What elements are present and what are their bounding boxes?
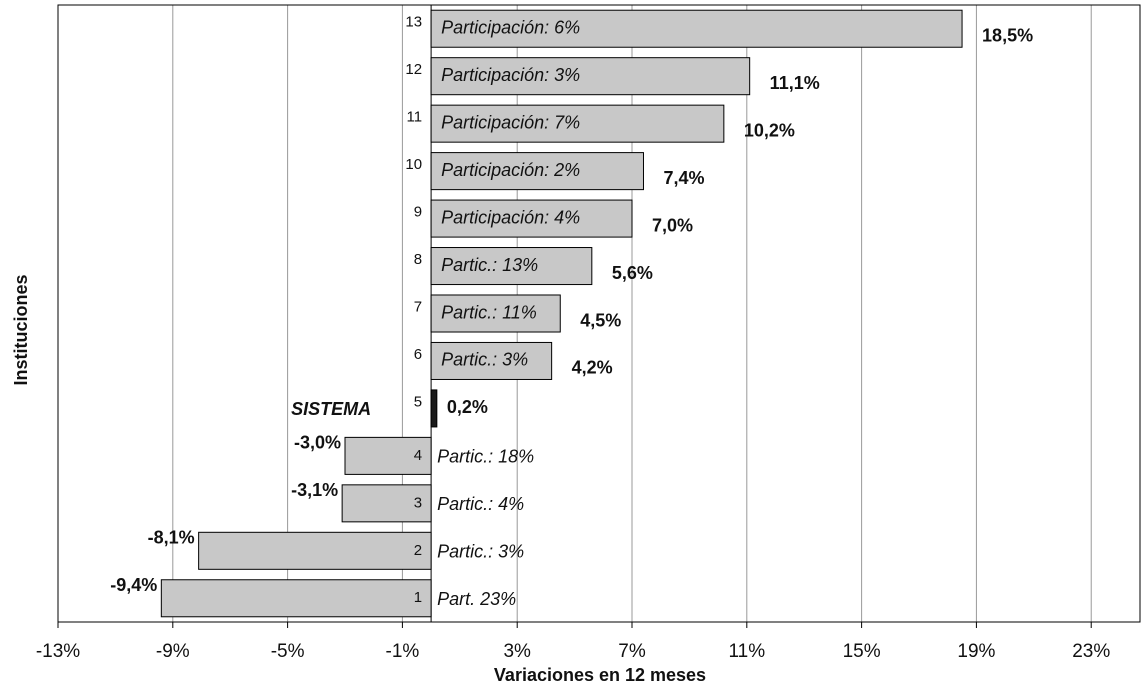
- value-label: 4,2%: [572, 358, 613, 378]
- bar-annotation: Participación: 3%: [441, 65, 580, 85]
- x-tick-label: 15%: [843, 641, 881, 662]
- category-label: 2: [414, 542, 422, 559]
- bar-annotation: Part. 23%: [437, 589, 516, 609]
- bar-annotation: Partic.: 11%: [441, 302, 537, 322]
- category-label: 6: [414, 346, 422, 363]
- bar: [430, 294, 561, 333]
- x-tick-label: -9%: [156, 641, 190, 662]
- category-label: 11: [407, 109, 423, 126]
- value-label: 11,1%: [770, 73, 820, 93]
- category-label: 12: [405, 61, 422, 78]
- y-axis-title: Instituciones: [11, 274, 31, 385]
- bar-annotation: Partic.: 13%: [441, 255, 538, 275]
- x-tick-label: -13%: [36, 641, 80, 662]
- value-label: -9,4%: [110, 575, 157, 595]
- x-axis-title: Variaciones en 12 meses: [494, 665, 706, 685]
- category-label: 7: [414, 298, 422, 315]
- bar: [341, 484, 432, 523]
- x-tick-label: 11%: [728, 641, 765, 662]
- value-label: -8,1%: [148, 528, 195, 548]
- bar: [198, 531, 432, 570]
- bar: [430, 247, 593, 286]
- value-label: 7,4%: [663, 168, 704, 188]
- bar: [430, 389, 438, 428]
- bar-annotation: Participación: 6%: [441, 17, 580, 37]
- value-label: -3,1%: [291, 480, 338, 500]
- category-label: 1: [414, 589, 422, 606]
- x-tick-label: 3%: [503, 641, 531, 662]
- plot-frame: [57, 4, 1141, 623]
- bar: [430, 341, 553, 380]
- value-label: 4,5%: [580, 310, 621, 330]
- x-tick-label: 7%: [618, 641, 646, 662]
- category-label: 13: [405, 14, 422, 31]
- bar-annotation: Partic.: 18%: [437, 447, 534, 467]
- bar-annotation: Partic.: 3%: [437, 542, 524, 562]
- x-tick-label: 23%: [1072, 641, 1110, 662]
- value-label: 5,6%: [612, 263, 653, 283]
- category-label: 8: [414, 251, 422, 268]
- bar: [344, 436, 432, 475]
- bar-annotation: Partic.: 4%: [437, 494, 524, 514]
- bar-annotation: Partic.: 3%: [441, 350, 528, 370]
- value-label: 7,0%: [652, 215, 693, 235]
- value-label: 10,2%: [744, 120, 795, 140]
- category-label: 3: [414, 494, 422, 511]
- category-label: 5: [414, 393, 422, 410]
- bar-annotation: Participación: 2%: [441, 160, 580, 180]
- x-tick-label: 19%: [957, 641, 995, 662]
- x-tick-label: -5%: [271, 641, 305, 662]
- value-label: -3,0%: [294, 433, 341, 453]
- category-label: 9: [414, 204, 422, 221]
- bar: [430, 199, 633, 238]
- bar-annotation: Participación: 4%: [441, 207, 580, 227]
- category-label: 4: [414, 447, 422, 464]
- bar: [430, 9, 963, 48]
- value-label: 18,5%: [982, 25, 1033, 45]
- value-label: 0,2%: [447, 397, 488, 417]
- bar: [160, 579, 432, 618]
- category-label: 10: [405, 156, 422, 173]
- bar: [430, 152, 644, 191]
- x-tick-label: -1%: [386, 641, 420, 662]
- bar: [430, 57, 751, 96]
- bar: [430, 104, 725, 143]
- bar-annotation: Participación: 7%: [441, 112, 580, 132]
- bar-annotation: SISTEMA: [291, 399, 371, 419]
